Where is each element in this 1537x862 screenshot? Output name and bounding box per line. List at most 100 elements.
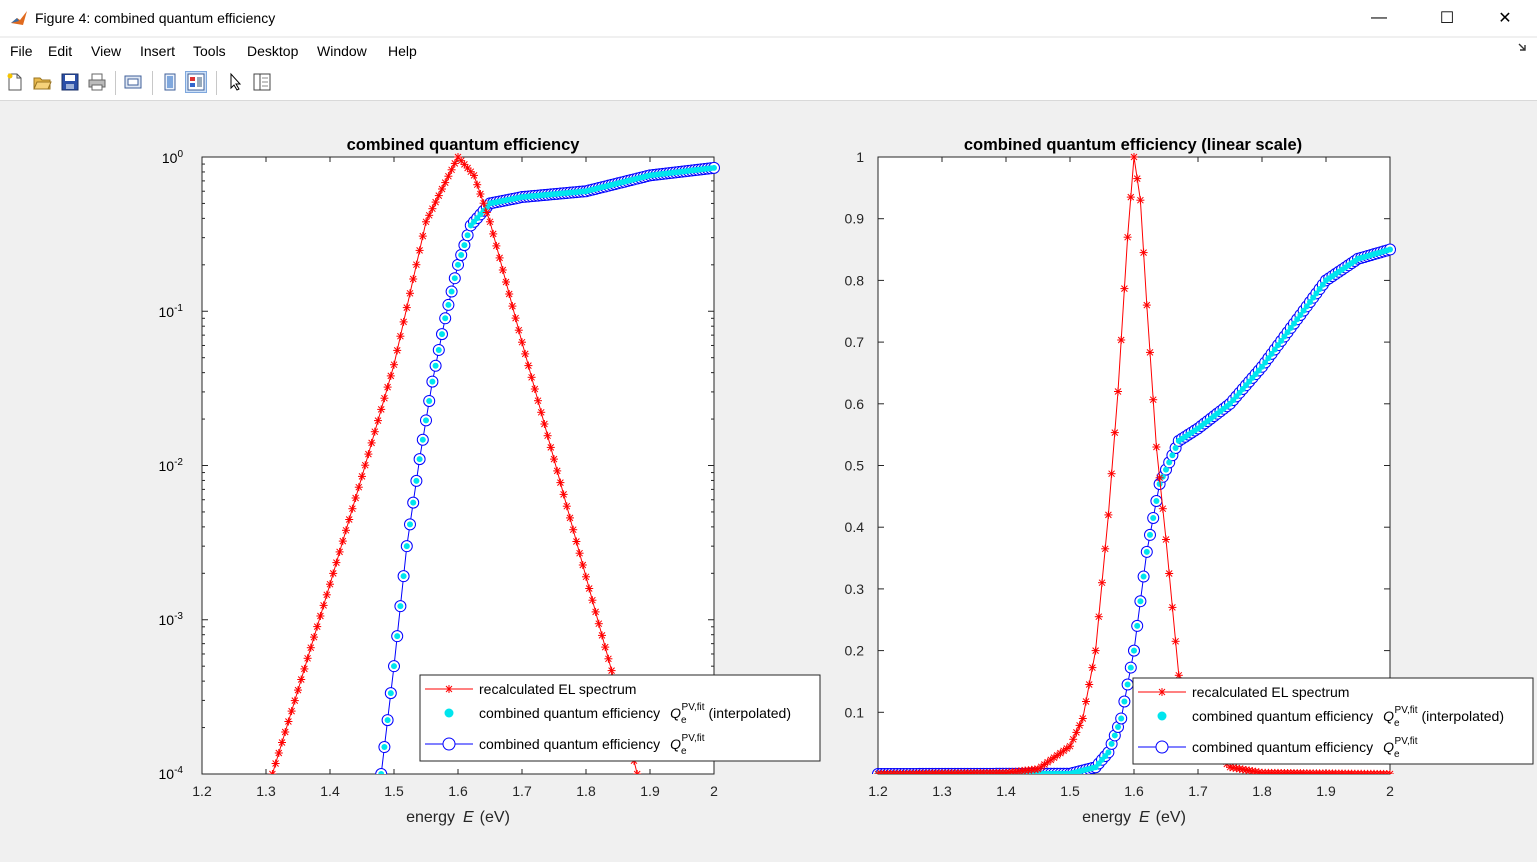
data-point <box>1265 355 1272 362</box>
menu-desktop[interactable]: Desktop <box>247 43 299 59</box>
data-point <box>294 686 302 695</box>
data-point <box>1287 324 1294 331</box>
data-point <box>1107 469 1116 478</box>
print-preview-icon[interactable] <box>123 72 143 92</box>
ytick-label: 1 <box>856 149 864 165</box>
data-point <box>495 253 504 262</box>
axes-linear[interactable]: combined quantum efficiency (linear scal… <box>845 136 1534 826</box>
data-point <box>1152 443 1161 451</box>
data-point <box>319 601 328 610</box>
minimize-icon: — <box>1371 9 1387 26</box>
menu-file[interactable]: File <box>10 43 33 59</box>
data-point <box>450 159 459 168</box>
menu-insert[interactable]: Insert <box>140 43 176 59</box>
figure-plots[interactable]: combined quantum efficiency 10-4 10-3 10… <box>5 101 1537 857</box>
data-point <box>377 405 386 414</box>
legend-box <box>419 674 821 762</box>
data-point <box>448 288 455 295</box>
menu-edit[interactable]: Edit <box>48 43 73 59</box>
edit-plot-arrow-icon[interactable] <box>226 72 246 92</box>
save-icon[interactable] <box>60 72 80 92</box>
data-point <box>1140 573 1147 580</box>
data-point <box>403 543 410 550</box>
xtick-label: 1.7 <box>1188 783 1208 799</box>
data-point <box>310 633 318 642</box>
data-point <box>594 619 603 628</box>
toolbar-separator <box>152 71 153 95</box>
data-point <box>521 349 530 358</box>
axes-linear-xtick-labels: 1.2 1.3 1.4 1.5 1.6 1.7 1.8 1.9 2 <box>868 783 1394 799</box>
data-point <box>431 198 440 207</box>
close-button[interactable]: ✕ <box>1482 0 1528 36</box>
axes-linear-xlabel: energy E (eV) <box>1082 809 1186 826</box>
menu-view[interactable]: View <box>91 43 122 59</box>
data-point <box>489 229 498 238</box>
menu-help[interactable]: Help <box>388 43 417 59</box>
xtick-label: 1.5 <box>384 783 404 799</box>
data-point <box>470 171 478 180</box>
data-point <box>399 317 408 326</box>
open-file-icon[interactable] <box>32 72 52 92</box>
data-point <box>1115 723 1121 730</box>
data-point <box>505 290 514 298</box>
print-icon[interactable] <box>87 72 107 92</box>
data-point <box>297 675 306 684</box>
data-point <box>1105 749 1112 756</box>
xtick-label: 1.5 <box>1060 783 1080 799</box>
data-point <box>1168 603 1177 612</box>
data-point <box>278 738 286 747</box>
figure-canvas[interactable]: combined quantum efficiency 10-4 10-3 10… <box>5 101 1537 857</box>
new-figure-icon[interactable] <box>5 72 25 92</box>
minimize-button[interactable]: — <box>1356 0 1402 36</box>
data-point <box>364 450 373 459</box>
xtick-label: 2 <box>1386 783 1394 799</box>
data-point <box>476 190 485 198</box>
ytick-label: 10-4 <box>159 765 184 782</box>
data-point <box>607 666 616 675</box>
axes-log-xtick-labels: 1.2 1.3 1.4 1.5 1.6 1.7 1.8 1.9 2 <box>192 783 718 799</box>
dock-figure-icon[interactable] <box>1517 42 1527 52</box>
xtick-label: 1.3 <box>932 783 952 799</box>
data-point <box>416 456 423 463</box>
xtick-label: 1.2 <box>192 783 212 799</box>
data-point <box>540 420 549 428</box>
data-point <box>553 466 562 475</box>
toolbar-separator <box>115 71 116 95</box>
data-point <box>1155 473 1164 482</box>
plot-browser-icon[interactable] <box>252 72 272 92</box>
legend-el-label: recalculated EL spectrum <box>479 681 636 697</box>
data-point <box>397 603 404 610</box>
ytick-label: 0.8 <box>845 272 865 288</box>
menu-window[interactable]: Window <box>317 43 367 59</box>
xtick-label: 1.6 <box>448 783 468 799</box>
data-point <box>322 590 331 599</box>
data-point <box>1262 359 1269 366</box>
data-point <box>524 361 533 370</box>
data-point <box>410 499 417 506</box>
ytick-label: 10-3 <box>159 611 184 628</box>
data-point <box>458 251 465 258</box>
data-point <box>451 275 458 282</box>
data-point <box>562 502 571 511</box>
data-point <box>402 303 411 312</box>
menu-tools[interactable]: Tools <box>193 43 226 59</box>
data-point <box>384 717 391 724</box>
show-plot-tools-icon[interactable] <box>185 71 207 93</box>
data-point <box>1169 452 1176 459</box>
axes-log[interactable]: combined quantum efficiency 10-4 10-3 10… <box>159 136 821 826</box>
data-point <box>511 314 520 323</box>
data-point <box>1139 248 1148 257</box>
data-point <box>1110 428 1119 437</box>
axes-log-legend[interactable]: recalculated EL spectrum combined quantu… <box>419 674 821 762</box>
hide-plot-tools-icon[interactable] <box>160 72 180 92</box>
data-point <box>1146 348 1154 357</box>
data-point <box>409 275 418 283</box>
axes-linear-legend[interactable]: recalculated EL spectrum combined quantu… <box>1132 677 1534 765</box>
data-point <box>367 438 376 447</box>
maximize-button[interactable]: ☐ <box>1424 0 1470 36</box>
data-point <box>1153 497 1160 504</box>
data-point <box>419 436 426 443</box>
legend-el-marker <box>445 685 453 693</box>
data-point <box>1316 286 1323 293</box>
data-point <box>1094 612 1103 621</box>
